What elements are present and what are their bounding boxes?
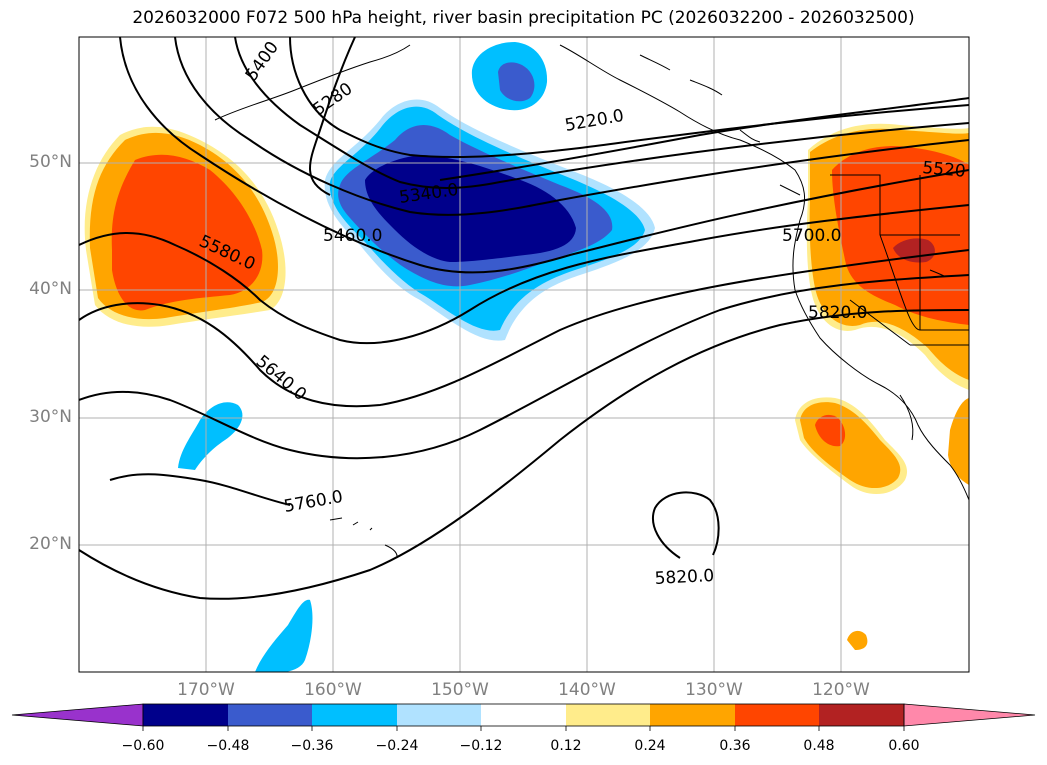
contour-label-5520: 5520	[922, 158, 967, 182]
colorbar-swatch-5	[481, 704, 566, 726]
plot-area	[79, 37, 969, 672]
height-contours	[79, 37, 969, 600]
colorbar-swatch-7	[650, 704, 735, 726]
lat-label-20n: 20°N	[29, 534, 72, 554]
colorbar-label-8: 0.36	[719, 738, 751, 754]
contour-label-5400: 5400	[242, 38, 283, 85]
colorbar-swatch-3	[312, 704, 397, 726]
negative-anomaly-southwest	[178, 402, 313, 672]
lon-label-130w: 130°W	[685, 680, 743, 700]
colorbar-label-10: 0.60	[888, 738, 920, 754]
colorbar-upper-extension	[903, 703, 1036, 727]
colorbar-label-5: −0.12	[459, 738, 503, 754]
lat-label-50n: 50°N	[29, 152, 72, 172]
contour-label-5820-east: 5820.0	[808, 303, 867, 323]
colorbar-swatch-4	[397, 704, 482, 726]
positive-anomaly-east	[795, 123, 969, 650]
colorbar-swatch-9	[819, 704, 904, 726]
colorbar-label-6: 0.12	[550, 738, 582, 754]
contour-label-5220: 5220.0	[563, 106, 625, 136]
lon-label-140w: 140°W	[558, 680, 616, 700]
coastlines	[214, 44, 969, 559]
map-title: 2026032000 F072 500 hPa height, river ba…	[132, 8, 915, 28]
colorbar-label-2: −0.48	[206, 738, 250, 754]
contour-label-5460: 5460.0	[323, 226, 382, 246]
lon-label-150w: 150°W	[431, 680, 489, 700]
colorbar	[11, 703, 1036, 731]
lon-label-120w: 120°W	[812, 680, 870, 700]
colorbar-label-9: 0.48	[803, 738, 835, 754]
negative-anomaly-central	[324, 99, 655, 341]
colorbar-label-1: −0.60	[121, 738, 165, 754]
lon-label-170w: 170°W	[177, 680, 235, 700]
gridlines	[79, 37, 969, 672]
negative-anomaly-north	[471, 42, 548, 111]
contour-label-5820-south: 5820.0	[654, 566, 714, 589]
colorbar-ticks	[142, 726, 905, 731]
colorbar-label-7: 0.24	[634, 738, 666, 754]
colorbar-swatch-8	[735, 704, 820, 726]
colorbar-swatch-1	[143, 704, 228, 726]
contour-label-5760: 5760.0	[282, 487, 344, 517]
contour-label-5640: 5640.0	[252, 352, 310, 406]
lat-label-40n: 40°N	[29, 279, 72, 299]
colorbar-frame	[142, 703, 905, 727]
colorbar-swatch-2	[228, 704, 313, 726]
colorbar-lower-extension	[11, 703, 144, 727]
plot-frame	[78, 36, 970, 673]
contour-label-5700: 5700.0	[782, 226, 841, 246]
colorbar-swatch-6	[566, 704, 651, 726]
contour-label-group: 5400 5280 5220.0 5340.0 5460.0 5580.0 56…	[196, 38, 967, 589]
lat-label-30n: 30°N	[29, 407, 72, 427]
colorbar-label-3: −0.36	[290, 738, 334, 754]
lon-label-160w: 160°W	[304, 680, 362, 700]
colorbar-label-4: −0.24	[375, 738, 419, 754]
